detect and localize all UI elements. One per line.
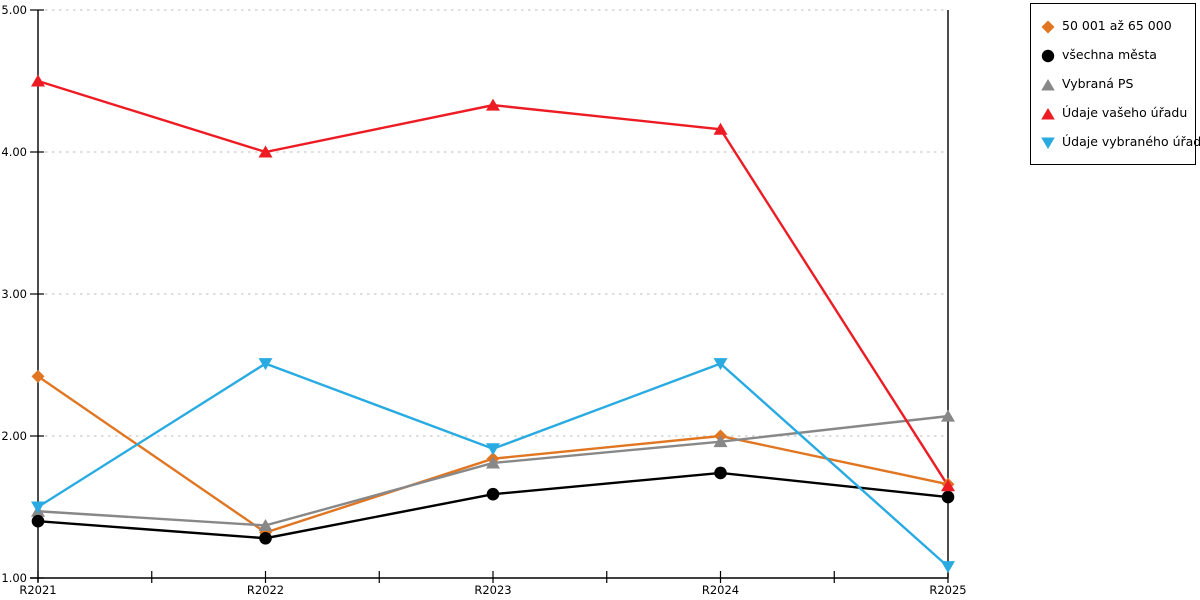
y-tick-label: 5.00: [1, 3, 27, 17]
data-point: [941, 409, 955, 422]
data-point: [31, 514, 45, 528]
legend-item-udaje-vybraneho-uradu: Údaje vybraného úřadu: [1041, 127, 1200, 156]
circle-icon: [1041, 48, 1055, 62]
data-point: [941, 479, 955, 492]
legend-label: všechna města: [1062, 47, 1157, 62]
data-point: [258, 518, 273, 531]
legend-item-vsechna-mesta: všechna města: [1041, 40, 1189, 69]
data-point: [486, 98, 500, 111]
legend: 50 001 až 65 000 všechna města Vybraná P…: [1030, 3, 1200, 165]
data-point: [31, 369, 45, 383]
data-point: [486, 456, 500, 469]
triangle-down-icon: [1041, 135, 1055, 149]
data-point: [714, 466, 727, 480]
legend-item-udaje-vaseho-uradu: Údaje vašeho úřadu: [1041, 98, 1189, 127]
legend-label: Údaje vybraného úřadu: [1062, 134, 1200, 149]
x-tick-label: R2024: [702, 583, 739, 597]
data-point: [258, 145, 273, 158]
triangle-up-icon: [1041, 106, 1055, 120]
data-point: [713, 122, 728, 135]
data-point: [31, 74, 45, 87]
data-point: [941, 490, 955, 504]
x-tick-label: R2022: [247, 583, 284, 597]
legend-label: Údaje vašeho úřadu: [1062, 105, 1188, 120]
diamond-icon: [1041, 19, 1055, 33]
y-tick-label: 4.00: [1, 145, 27, 159]
x-tick-label: R2023: [474, 583, 511, 597]
x-tick-label: R2025: [929, 583, 966, 597]
legend-item-50001-az-65000: 50 001 až 65 000: [1041, 11, 1189, 40]
series-line-1: [37, 471, 949, 540]
y-tick-label: 3.00: [1, 287, 27, 301]
y-tick-label: 1.00: [1, 571, 27, 585]
data-point: [941, 561, 955, 574]
data-point: [713, 435, 728, 448]
data-point: [713, 358, 728, 371]
data-point: [31, 501, 45, 514]
data-point: [486, 443, 500, 456]
data-point: [259, 531, 272, 545]
data-point: [486, 487, 500, 501]
legend-item-vybrana-ps: Vybraná PS: [1041, 69, 1189, 98]
legend-label: Vybraná PS: [1062, 76, 1134, 91]
x-tick-label: R2021: [19, 583, 56, 597]
data-point: [258, 358, 273, 371]
triangle-up-icon: [1041, 77, 1055, 91]
series-line-3: [37, 79, 950, 487]
plot-area: 1.00 2.00 3.00 4.00 5.00 R2021 R2022 R2023 R2024…: [1, 3, 966, 597]
legend-label: 50 001 až 65 000: [1062, 18, 1172, 33]
y-tick-label: 2.00: [1, 429, 27, 443]
